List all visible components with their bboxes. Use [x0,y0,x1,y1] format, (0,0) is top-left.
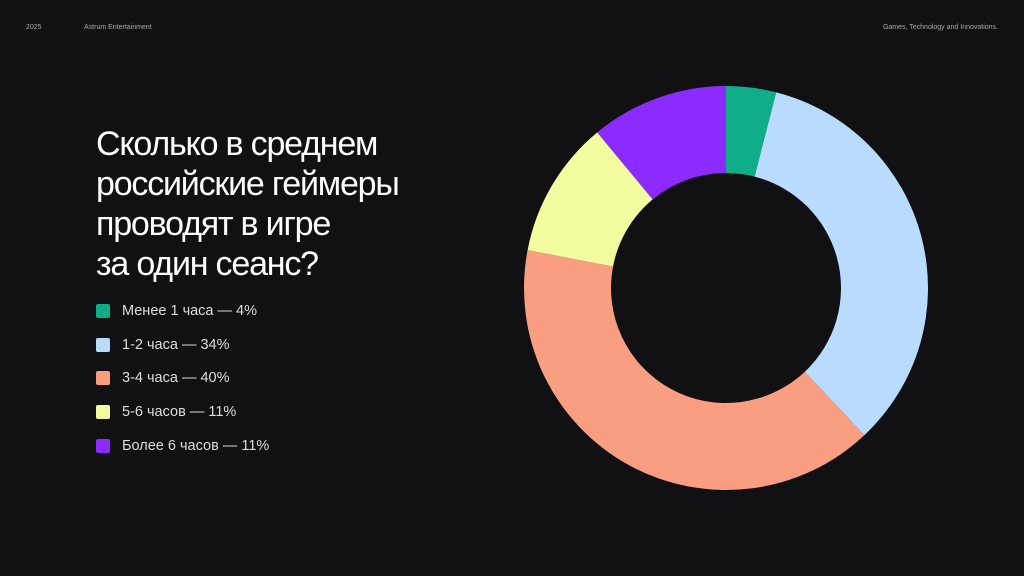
legend-swatch [96,404,110,419]
company: Astrum Entertainment [84,24,152,31]
title-line: российские геймеры [96,165,400,203]
year: 2025 [26,24,42,31]
title-line: Сколько в среднем [96,125,378,163]
title-line: проводят в игре [96,205,331,243]
legend-swatch [96,438,110,453]
legend-swatch [96,371,110,386]
title-line: за один сеанс? [96,245,319,283]
donut-slice [524,250,865,490]
tagline: Games, Technology and Innovations. [882,24,998,31]
legend-swatch [96,337,110,352]
legend-item: Менее 1 часа — 4% [96,294,269,328]
donut-slice [754,92,928,436]
chart-title: Сколько в среднем российские геймеры прово… [96,124,400,284]
legend-label: 5-6 часов — 11% [122,403,237,420]
legend-label: Более 6 часов — 11% [122,437,270,454]
legend-label: Менее 1 часа — 4% [122,302,258,319]
legend-item: 5-6 часов — 11% [96,395,269,429]
legend-item: Более 6 часов — 11% [96,429,269,463]
legend: Менее 1 часа — 4% 1-2 часа — 34% 3-4 часа … [96,294,269,462]
legend-item: 3-4 часа — 40% [96,361,269,395]
donut-slice [527,132,653,267]
legend-item: 1-2 часа — 34% [96,328,269,362]
legend-swatch [96,303,110,318]
donut-slice [597,86,726,200]
donut-slice [726,86,777,177]
legend-label: 1-2 часа — 34% [122,336,230,353]
legend-label: 3-4 часа — 40% [122,370,230,387]
